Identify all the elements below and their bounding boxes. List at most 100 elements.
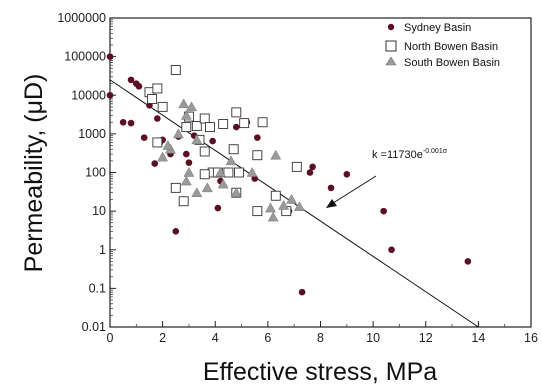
x-tick-label: 12 bbox=[419, 331, 433, 345]
data-point-north-bowen bbox=[228, 144, 239, 155]
data-point-north-bowen bbox=[291, 161, 302, 172]
data-point-south-bowen bbox=[180, 109, 192, 120]
y-tick-label: 100000 bbox=[64, 50, 106, 64]
data-point-sydney bbox=[185, 159, 193, 166]
data-point-north-bowen bbox=[199, 113, 210, 124]
y-axis-title: Permeability, (μD) bbox=[20, 74, 48, 273]
data-point-sydney bbox=[127, 119, 135, 127]
trend-equation-exponent: -0.001σ bbox=[423, 148, 448, 155]
data-point-sydney bbox=[254, 134, 261, 141]
data-point-sydney bbox=[343, 170, 351, 178]
data-point-sydney bbox=[172, 228, 180, 235]
y-tick-label: 0.01 bbox=[82, 320, 106, 334]
legend-label-south-bowen-basin: South Bowen Basin bbox=[404, 57, 500, 69]
x-tick-label: 4 bbox=[212, 331, 219, 345]
trend-equation-label: k =11730e-0.001σ bbox=[372, 148, 448, 161]
data-point-south-bowen bbox=[265, 202, 276, 213]
legend-marker-north-bowen-basin bbox=[385, 40, 397, 52]
data-point-sydney bbox=[106, 53, 114, 60]
data-point-south-bowen bbox=[157, 151, 169, 162]
legend-label-sydney-basin: Sydney Basin bbox=[404, 22, 471, 34]
data-point-north-bowen bbox=[233, 167, 244, 178]
data-point-north-bowen bbox=[178, 196, 189, 207]
data-point-north-bowen bbox=[252, 150, 263, 161]
data-point-sydney bbox=[233, 123, 240, 131]
data-point-south-bowen bbox=[186, 101, 197, 112]
y-tick-label: 1000000 bbox=[57, 11, 106, 25]
data-point-north-bowen bbox=[257, 117, 268, 128]
data-point-north-bowen bbox=[157, 101, 168, 112]
data-point-sydney bbox=[209, 137, 216, 145]
x-tick-label: 10 bbox=[366, 331, 380, 345]
y-tick-label: 1 bbox=[99, 243, 106, 257]
y-tick-label: 10000 bbox=[71, 88, 106, 102]
legend: Sydney Basin North Bowen Basin South Bow… bbox=[385, 22, 500, 69]
data-point-south-bowen bbox=[183, 166, 195, 177]
data-point-sydney bbox=[327, 184, 335, 192]
data-point-sydney bbox=[298, 288, 306, 296]
x-axis-title: Effective stress, MPa bbox=[203, 358, 437, 386]
data-point-south-bowen bbox=[178, 98, 190, 109]
trend-equation-base: k =11730e bbox=[372, 149, 423, 161]
y-tick-label: 10 bbox=[92, 204, 106, 218]
data-point-sydney bbox=[380, 207, 387, 215]
data-point-sydney bbox=[135, 83, 143, 90]
data-point-sydney bbox=[251, 175, 259, 182]
annotation-arrow-head bbox=[326, 199, 337, 208]
data-point-sydney bbox=[464, 258, 472, 265]
series-2 bbox=[157, 98, 305, 222]
data-point-north-bowen bbox=[191, 121, 202, 131]
data-point-south-bowen bbox=[294, 201, 305, 211]
data-point-south-bowen bbox=[172, 128, 184, 139]
data-point-south-bowen bbox=[286, 193, 297, 204]
x-axis-ticks: 0 2 4 6 8 10 12 14 16 bbox=[107, 321, 538, 345]
data-point-north-bowen bbox=[152, 137, 163, 148]
data-point-south-bowen bbox=[215, 166, 226, 177]
data-point-sydney bbox=[140, 134, 148, 141]
y-tick-label: 100 bbox=[85, 166, 106, 180]
data-point-north-bowen bbox=[205, 122, 215, 133]
x-tick-label: 8 bbox=[317, 331, 324, 345]
data-point-south-bowen bbox=[180, 175, 192, 186]
data-point-sydney bbox=[154, 115, 161, 122]
annotation-arrow-shaft bbox=[329, 175, 377, 206]
data-point-south-bowen bbox=[278, 199, 290, 210]
data-point-sydney bbox=[214, 204, 222, 212]
legend-marker-sydney-basin bbox=[387, 23, 395, 31]
series-1 bbox=[144, 65, 302, 217]
data-point-sydney bbox=[306, 169, 314, 176]
data-point-north-bowen bbox=[223, 167, 234, 178]
data-points bbox=[106, 53, 472, 296]
data-point-south-bowen bbox=[162, 139, 174, 150]
data-point-sydney bbox=[151, 160, 159, 167]
x-tick-label: 0 bbox=[107, 331, 114, 345]
data-point-north-bowen bbox=[218, 119, 229, 129]
data-point-north-bowen bbox=[152, 83, 163, 94]
y-tick-label: 1000 bbox=[78, 127, 106, 141]
data-point-south-bowen bbox=[225, 155, 237, 166]
data-point-sydney bbox=[388, 246, 395, 254]
data-point-north-bowen bbox=[199, 169, 210, 180]
data-point-north-bowen bbox=[147, 94, 158, 104]
x-tick-label: 14 bbox=[471, 331, 485, 345]
data-point-south-bowen bbox=[191, 134, 203, 145]
data-point-south-bowen bbox=[191, 187, 203, 197]
x-tick-label: 2 bbox=[159, 331, 166, 345]
legend-label-north-bowen-basin: North Bowen Basin bbox=[404, 41, 498, 53]
data-point-sydney bbox=[183, 150, 190, 158]
data-point-south-bowen bbox=[201, 182, 213, 193]
data-point-sydney bbox=[127, 76, 135, 84]
data-point-north-bowen bbox=[239, 118, 250, 129]
data-point-north-bowen bbox=[231, 107, 242, 118]
data-point-sydney bbox=[309, 163, 316, 171]
data-point-south-bowen bbox=[267, 211, 279, 222]
data-point-south-bowen bbox=[217, 178, 229, 189]
y-tick-label: 0.1 bbox=[89, 281, 106, 295]
trend-annotation: k =11730e-0.001σ bbox=[326, 148, 448, 208]
data-point-north-bowen bbox=[170, 65, 181, 75]
data-point-sydney bbox=[119, 118, 127, 126]
data-point-north-bowen bbox=[199, 146, 210, 157]
data-point-south-bowen bbox=[270, 149, 282, 160]
x-tick-label: 6 bbox=[264, 331, 271, 345]
